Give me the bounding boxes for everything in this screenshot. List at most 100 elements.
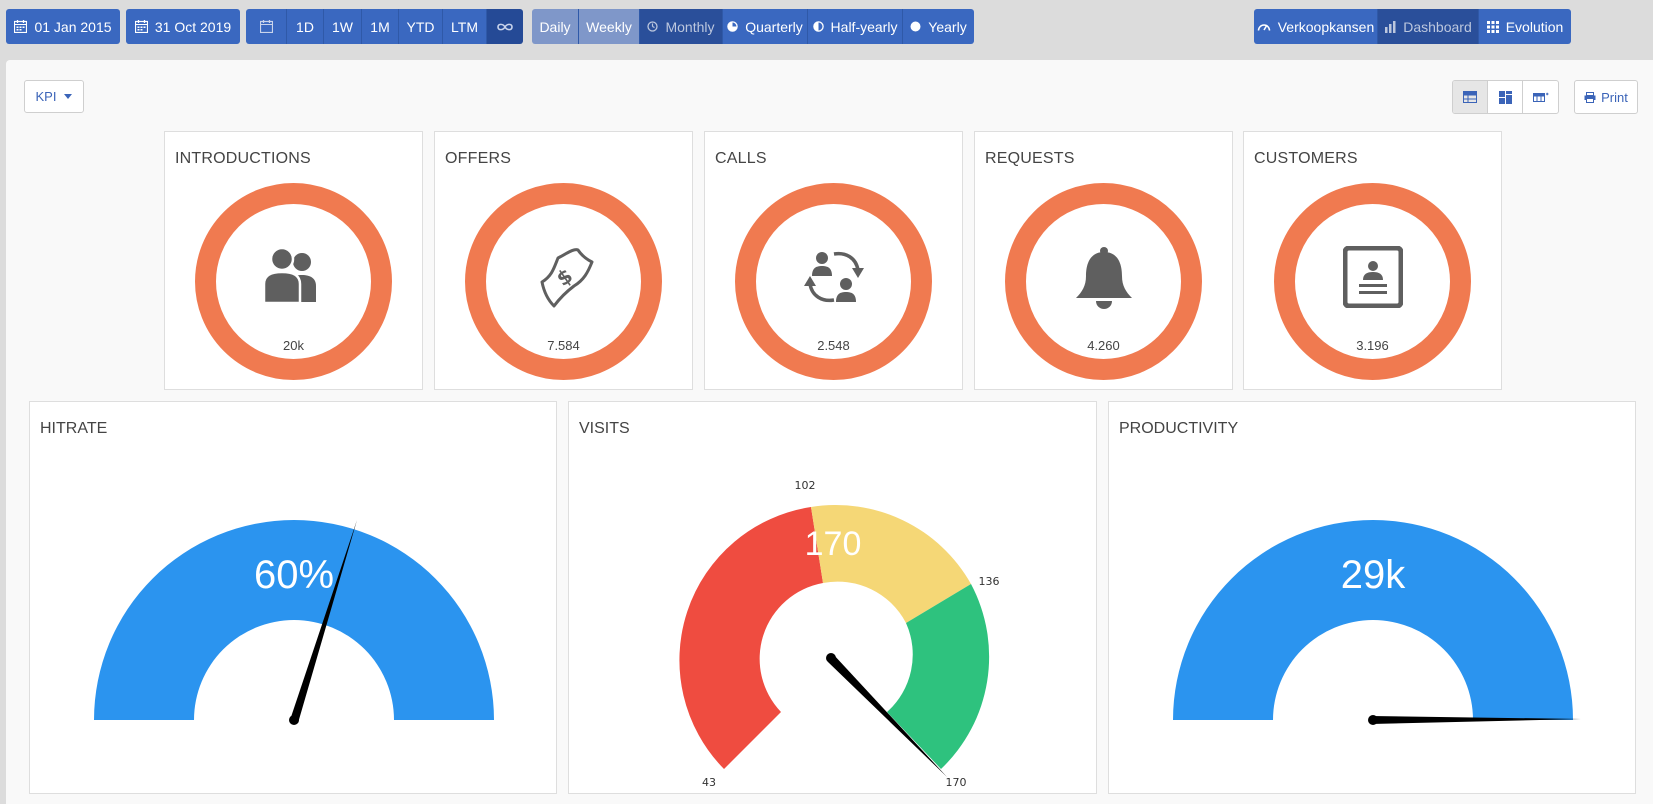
period-weekly-button[interactable]: Weekly [579,9,640,44]
period-half-yearly-button[interactable]: Half-yearly [808,9,903,44]
range-1d-button[interactable]: 1D [287,9,324,44]
kpi-title: INTRODUCTIONS [175,150,311,167]
hitrate-gauge: 60% [94,520,494,725]
speedometer-icon [1257,21,1271,32]
view-nav-group: Verkoopkansen Dashboard Evolution [1254,9,1571,44]
kpi-title: REQUESTS [985,150,1075,167]
date-to-label: 31 Oct 2019 [154,18,232,35]
grid-icon [1486,20,1499,33]
kpi-ring: 4.260 [1005,183,1202,380]
gauge-title: PRODUCTIVITY [1119,420,1239,437]
nav-dashboard-button[interactable]: Dashboard [1378,9,1479,44]
layout-table-button[interactable] [1453,81,1488,113]
nav-label: Verkoopkansen [1277,18,1375,35]
clock-icon [647,21,659,32]
period-daily-button[interactable]: Daily [532,9,579,44]
kpi-card-calls: CALLS 2.548 [704,131,963,390]
date-from-label: 01 Jan 2015 [34,18,112,35]
kpi-card-customers: CUSTOMERS 3.196 [1243,131,1502,390]
gauge-band-yellow [811,504,971,623]
custom-range-button[interactable] [246,9,287,44]
period-yearly-button[interactable]: Yearly [903,9,974,44]
gauge-band-red [679,507,823,769]
kpi-ring: $ 7.584 [465,183,662,380]
period-label: Weekly [586,18,632,35]
gauge-needle-pivot [1368,715,1378,725]
table-settings-icon [1532,91,1549,103]
range-label: YTD [406,18,435,35]
range-ltm-button[interactable]: LTM [443,9,487,44]
printer-icon [1584,91,1596,103]
bell-icon [1072,246,1136,315]
layout-toggle-group [1452,80,1559,114]
gauge-band-green [887,584,990,769]
kpi-value: 2.548 [817,338,850,353]
nav-verkoopkansen-button[interactable]: Verkoopkansen [1254,9,1378,44]
range-label: 1M [370,18,390,35]
print-button[interactable]: Print [1574,80,1638,114]
exchange-people-icon [802,246,866,313]
gauge-tick-min: 43 [702,776,716,789]
gauge-value: 60% [254,553,334,597]
bar-chart-icon [1384,20,1396,33]
layout-tiles-button[interactable] [1488,81,1523,113]
kpi-ring: 2.548 [735,183,932,380]
gauge-needle-pivot [826,653,836,663]
period-group: Daily Weekly Monthly Quarterly Half-year… [532,9,974,44]
gauge-value: 170 [805,525,862,563]
gauge-arc [94,520,494,720]
date-from-button[interactable]: 01 Jan 2015 [6,9,120,44]
layout-columns-button[interactable] [1523,81,1558,113]
period-label: Half-yearly [830,18,898,35]
date-to-button[interactable]: 31 Oct 2019 [126,9,240,44]
kpi-dropdown[interactable]: KPI [24,80,84,113]
tiles-icon [1498,90,1512,104]
kpi-dropdown-label: KPI [35,89,57,104]
range-1m-button[interactable]: 1M [362,9,399,44]
gauge-card-visits: VISITS 170 102 136 43 170 [568,401,1097,794]
kpi-value: 3.196 [1356,338,1389,353]
nav-evolution-button[interactable]: Evolution [1479,9,1571,44]
visits-gauge: 170 102 136 43 170 [679,479,1000,789]
period-label: Yearly [928,18,967,35]
money-bill-icon: $ [532,246,596,315]
range-1w-button[interactable]: 1W [324,9,362,44]
half-circle-icon [812,21,824,32]
range-ytd-button[interactable]: YTD [399,9,443,44]
gauge-needle-pivot [289,715,299,725]
kpi-value: 20k [283,338,304,353]
gauge-title: HITRATE [40,420,108,437]
print-label: Print [1601,89,1628,105]
kpi-title: CALLS [715,150,767,167]
calendar-icon [14,20,28,33]
period-quarterly-button[interactable]: Quarterly [723,9,808,44]
period-label: Monthly [665,18,715,35]
kpi-card-offers: OFFERS $ 7.584 [434,131,693,390]
kpi-ring: 20k [195,183,392,380]
gauge-card-productivity: PRODUCTIVITY 29k [1108,401,1636,794]
infinity-icon [496,22,514,32]
users-icon [262,246,326,309]
gauge-needle [1371,716,1581,724]
table-icon [1463,91,1477,103]
nav-label: Evolution [1505,18,1564,35]
range-label: LTM [451,18,478,35]
full-circle-icon [910,21,921,32]
gauge-arc [1173,520,1573,720]
gauge-tick-max: 170 [946,776,967,789]
range-all-button[interactable] [487,9,523,44]
period-label: Quarterly [745,18,803,35]
period-label: Daily [539,18,571,35]
kpi-title: CUSTOMERS [1254,150,1358,167]
period-monthly-button[interactable]: Monthly [640,9,723,44]
quarter-pie-icon [727,21,738,32]
caret-down-icon [64,94,73,99]
productivity-gauge: 29k [1173,520,1581,725]
kpi-card-introductions: INTRODUCTIONS 20k [164,131,423,390]
date-to-group: 31 Oct 2019 [126,9,240,44]
kpi-card-requests: REQUESTS 4.260 [974,131,1233,390]
gauge-tick-102: 102 [795,479,816,492]
gauge-tick-136: 136 [979,575,1000,588]
contact-card-icon [1342,245,1403,313]
kpi-title: OFFERS [445,150,512,167]
